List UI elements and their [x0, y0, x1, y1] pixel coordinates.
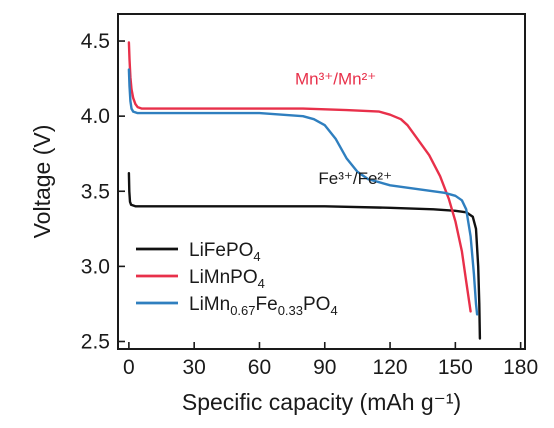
y-tick-label: 2.5 [81, 330, 110, 353]
y-tick-label: 3.0 [81, 255, 110, 278]
x-axis-ticks: 0 30 60 90 120 150 180 [123, 342, 538, 379]
plot-frame [117, 13, 526, 350]
y-axis-title: Voltage (V) [29, 125, 55, 239]
y-tick-label: 3.5 [81, 180, 110, 203]
x-tick-label: 90 [313, 356, 336, 379]
y-axis-ticks: 2.5 3.0 3.5 4.0 4.5 [81, 30, 125, 353]
annotation-label: Mn³⁺/Mn²⁺ [295, 70, 376, 89]
series-line-2 [127, 68, 479, 316]
legend: LiFePO4 LiMnPO4 LiMn0.67Fe0.33PO4 [136, 240, 338, 318]
legend-label: LiMn0.67Fe0.33PO4 [189, 294, 338, 318]
series-line-0 [127, 171, 482, 340]
plot-area [117, 13, 526, 350]
x-tick-label: 120 [373, 356, 408, 379]
annotations: Mn³⁺/Mn²⁺ Fe³⁺/Fe²⁺ [295, 70, 392, 188]
x-axis-title: Specific capacity (mAh g⁻¹) [182, 389, 461, 415]
y-tick-label: 4.0 [81, 105, 110, 128]
series-layer [127, 41, 482, 340]
series-line-1 [127, 41, 472, 313]
legend-label: LiMnPO4 [189, 267, 265, 291]
x-tick-label: 150 [438, 356, 473, 379]
x-tick-label: 30 [182, 356, 205, 379]
x-tick-label: 60 [248, 356, 271, 379]
annotation-label: Fe³⁺/Fe²⁺ [318, 169, 392, 188]
y-tick-label: 4.5 [81, 30, 110, 53]
legend-label: LiFePO4 [189, 240, 261, 264]
x-tick-label: 180 [503, 356, 538, 379]
x-tick-label: 0 [123, 356, 135, 379]
